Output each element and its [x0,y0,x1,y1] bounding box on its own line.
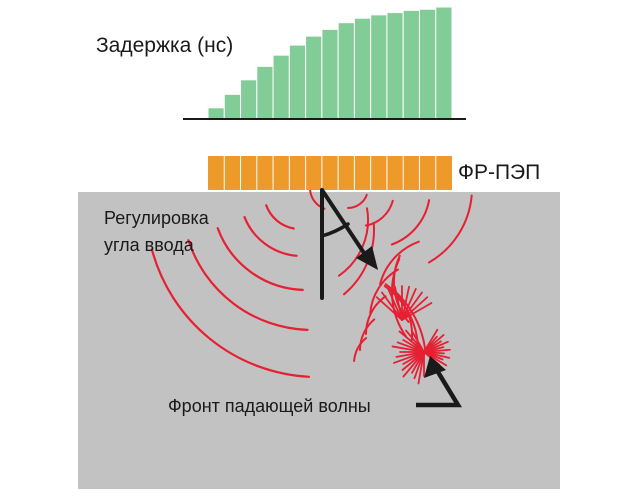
focal-ray [401,291,423,321]
focal-ray [393,351,425,364]
beam-direction-line [320,188,368,258]
focal-ray [401,296,429,321]
beam-steering-label: Регулировка угла ввода [104,205,209,259]
delay-bar [402,9,420,120]
test-material-block [78,192,560,489]
focal-ray [401,288,417,321]
delay-bar [386,12,404,120]
wavefront-arc [369,268,399,315]
delay-bar [435,6,453,120]
focal-ray [401,285,410,321]
wavefront-pointer-arrowhead [424,356,446,378]
delay-bar [353,17,372,120]
focal-ray [394,285,403,321]
wavefront-arc [187,239,309,331]
delay-bar [223,93,242,120]
wavefront-arc [379,240,420,285]
wavefront-arc [216,227,304,291]
wavefront-arc [150,248,311,378]
wavefront-arc [243,216,298,257]
beam-steering-label-line1: Регулировка [104,208,209,228]
delay-axis-label: Задержка (нс) [96,34,234,57]
delay-bar [256,65,274,120]
wavefront-arc [347,193,368,209]
wavefront-arc [390,199,431,246]
delay-bar [370,14,388,120]
delay-bar-chart [207,6,453,120]
delay-bar [337,22,355,120]
focal-ray [387,288,403,321]
wavefront-arc [364,295,387,335]
delay-bar [240,79,258,120]
wavefront-arc [364,199,394,227]
delay-bar [418,8,437,120]
beam-direction-arrowhead [356,246,378,270]
wavefront-arc [338,207,370,277]
focal-ray [398,330,425,353]
beam-steering-label-line2: угла ввода [104,235,194,255]
focal-ray [402,351,425,378]
probe-body [208,156,452,190]
steering-arrows [320,188,462,408]
delay-bar [288,44,307,120]
delay-bar [207,107,225,120]
wavefront-arc [353,337,368,362]
delay-bar [321,28,339,120]
incident-wavefront-label: Фронт падающей волны [168,396,371,416]
focal-ray [381,291,403,321]
focal-ray [423,328,439,353]
angle-arc [320,222,350,238]
focal-ray [391,345,425,353]
wavefronts [150,188,473,385]
wavefront-pointer-line [416,370,462,408]
wavefront-arc [359,318,376,351]
focal-ray [417,351,425,385]
phased-array-probe [208,156,452,190]
wavefront-arc [428,194,473,264]
focal-ray [375,296,403,321]
delay-bar [305,35,323,120]
wavefront-arc [265,204,295,230]
probe-label: ФР-ПЭП [458,161,541,184]
delay-bar [272,54,290,120]
focal-ray [401,302,433,321]
